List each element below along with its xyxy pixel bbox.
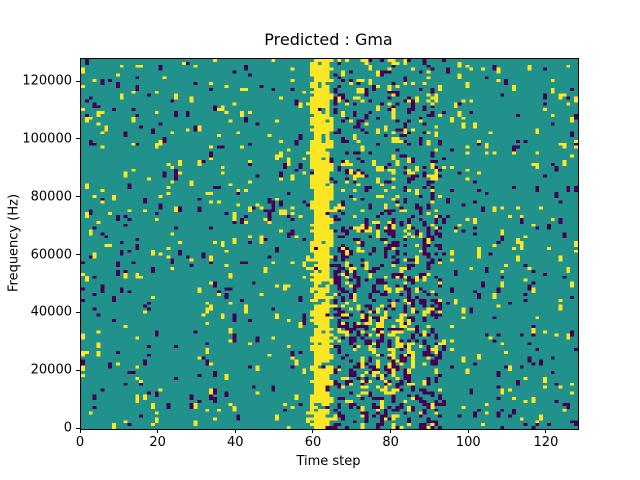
- y-tick-label: 100000: [22, 131, 72, 147]
- x-tick-label: 80: [382, 435, 399, 450]
- heatmap-canvas: [81, 59, 578, 429]
- x-axis-label: Time step: [296, 454, 361, 469]
- x-tick-mark: [79, 429, 81, 433]
- y-tick-label: 0: [63, 420, 72, 436]
- y-tick-mark: [76, 80, 80, 82]
- y-tick-mark: [76, 369, 80, 371]
- y-tick-mark: [76, 254, 80, 256]
- x-tick-label: 0: [75, 435, 85, 450]
- y-tick-label: 40000: [30, 304, 72, 320]
- chart-title: Predicted : Gma: [264, 30, 393, 49]
- x-tick-label: 100: [455, 435, 481, 450]
- x-tick-label: 120: [533, 435, 559, 450]
- y-tick-label: 80000: [30, 189, 72, 205]
- x-tick-mark: [157, 429, 159, 433]
- x-tick-label: 60: [304, 435, 322, 450]
- x-tick-mark: [234, 429, 236, 433]
- x-tick-mark: [467, 429, 469, 433]
- x-tick-mark: [312, 429, 314, 433]
- y-tick-label: 20000: [30, 362, 72, 378]
- x-tick-label: 20: [149, 435, 166, 450]
- y-tick-label: 120000: [22, 73, 72, 89]
- x-tick-label: 40: [227, 435, 244, 450]
- y-tick-mark: [76, 196, 80, 198]
- y-tick-mark: [76, 311, 80, 313]
- plot-area: [80, 58, 579, 430]
- y-axis-label: Frequency (Hz): [6, 193, 22, 293]
- y-tick-mark: [76, 138, 80, 140]
- y-tick-mark: [76, 427, 80, 429]
- y-tick-label: 60000: [30, 247, 72, 263]
- x-tick-mark: [390, 429, 392, 433]
- x-tick-mark: [545, 429, 547, 433]
